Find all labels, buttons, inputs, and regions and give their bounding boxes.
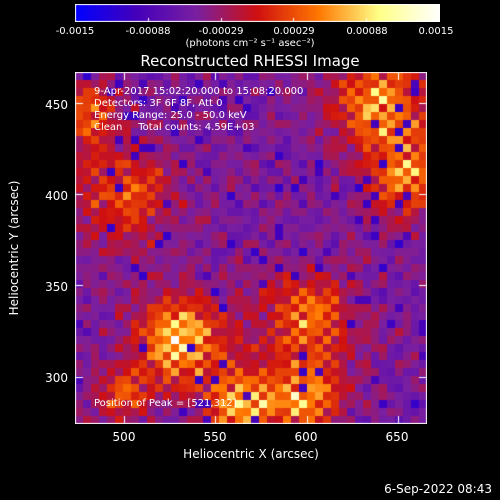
y-tick-label: 450 [45, 98, 68, 112]
x-axis-title: Heliocentric X (arcsec) [183, 447, 319, 461]
colorbar-tick: -0.00088 [125, 26, 171, 37]
colorbar-tick: 0.0015 [418, 26, 454, 37]
colorbar [75, 4, 440, 22]
colorbar-units: (photons cm⁻² s⁻¹ asec⁻²) [185, 38, 315, 49]
info-clean: Clean Total counts: 4.59E+03 [94, 122, 255, 133]
x-tick-label: 500 [112, 430, 136, 444]
y-tick-label: 300 [45, 371, 68, 385]
peak-position-label: Position of Peak = [521,312] [94, 398, 237, 409]
y-axis-title: Heliocentric Y (arcsec) [7, 180, 21, 316]
info-detectors: Detectors: 3F 6F 8F, Att 0 [94, 98, 223, 109]
date-stamp: 6-Sep-2022 08:43 [384, 482, 492, 496]
chart-title: Reconstructed RHESSI Image [140, 52, 360, 70]
x-tick-label: 600 [294, 430, 318, 444]
x-tick-label: 650 [385, 430, 409, 444]
x-tick-label: 550 [203, 430, 227, 444]
colorbar-tick: -0.0015 [55, 26, 95, 37]
info-time: 9-Apr-2017 15:02:20.000 to 15:08:20.000 [94, 86, 304, 97]
info-energy: Energy Range: 25.0 - 50.0 keV [94, 110, 247, 121]
y-tick-label: 400 [45, 189, 68, 203]
colorbar-tick: -0.00029 [198, 26, 244, 37]
colorbar-tick: 0.00029 [273, 26, 315, 37]
info-block: 9-Apr-2017 15:02:20.000 to 15:08:20.000 D… [94, 86, 303, 134]
colorbar-tick: 0.00088 [346, 26, 388, 37]
heatmap-image [75, 72, 427, 424]
y-tick-label: 350 [45, 280, 68, 294]
